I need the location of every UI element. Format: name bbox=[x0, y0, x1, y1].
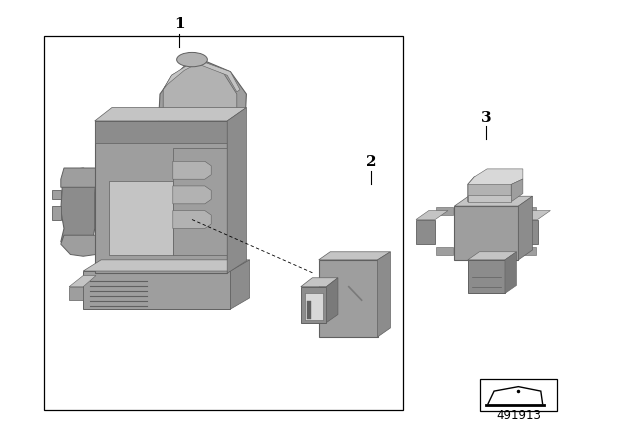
Polygon shape bbox=[69, 287, 83, 300]
Polygon shape bbox=[301, 287, 326, 323]
Polygon shape bbox=[109, 181, 173, 255]
Polygon shape bbox=[61, 168, 106, 187]
Polygon shape bbox=[518, 220, 538, 244]
Polygon shape bbox=[95, 121, 227, 273]
Polygon shape bbox=[173, 211, 211, 228]
Text: 491913: 491913 bbox=[496, 409, 541, 422]
Polygon shape bbox=[518, 211, 550, 220]
Bar bbox=[480, 379, 557, 411]
Text: 3: 3 bbox=[481, 111, 492, 125]
Polygon shape bbox=[505, 252, 516, 293]
Polygon shape bbox=[518, 196, 532, 260]
Polygon shape bbox=[416, 211, 448, 220]
Polygon shape bbox=[61, 235, 106, 256]
Polygon shape bbox=[173, 186, 211, 204]
Polygon shape bbox=[468, 252, 516, 260]
Polygon shape bbox=[83, 271, 230, 309]
Bar bbox=[44, 36, 403, 410]
Ellipse shape bbox=[177, 52, 207, 67]
Polygon shape bbox=[163, 60, 240, 92]
Polygon shape bbox=[326, 278, 338, 323]
Polygon shape bbox=[468, 169, 523, 185]
Polygon shape bbox=[454, 196, 532, 206]
Polygon shape bbox=[163, 60, 237, 179]
Bar bbox=[307, 301, 311, 319]
Polygon shape bbox=[301, 278, 338, 287]
Polygon shape bbox=[454, 206, 518, 260]
Polygon shape bbox=[227, 108, 246, 273]
Polygon shape bbox=[378, 252, 390, 337]
Polygon shape bbox=[319, 252, 390, 260]
Polygon shape bbox=[83, 260, 250, 271]
Polygon shape bbox=[95, 121, 227, 143]
Polygon shape bbox=[520, 247, 536, 255]
Polygon shape bbox=[305, 293, 323, 320]
Polygon shape bbox=[436, 247, 453, 255]
Polygon shape bbox=[230, 260, 250, 309]
Polygon shape bbox=[468, 177, 511, 202]
Polygon shape bbox=[520, 207, 536, 215]
Polygon shape bbox=[173, 161, 211, 179]
Polygon shape bbox=[319, 260, 378, 337]
Polygon shape bbox=[52, 206, 61, 220]
Polygon shape bbox=[511, 179, 523, 202]
Polygon shape bbox=[52, 190, 61, 199]
Polygon shape bbox=[95, 108, 246, 121]
Polygon shape bbox=[157, 58, 246, 179]
Polygon shape bbox=[468, 260, 505, 293]
Text: 1: 1 bbox=[174, 17, 184, 31]
Text: 2: 2 bbox=[366, 155, 376, 169]
Polygon shape bbox=[69, 276, 96, 287]
Polygon shape bbox=[61, 168, 96, 245]
Polygon shape bbox=[416, 220, 435, 244]
Polygon shape bbox=[173, 148, 227, 255]
Polygon shape bbox=[436, 207, 453, 215]
Polygon shape bbox=[468, 195, 511, 202]
